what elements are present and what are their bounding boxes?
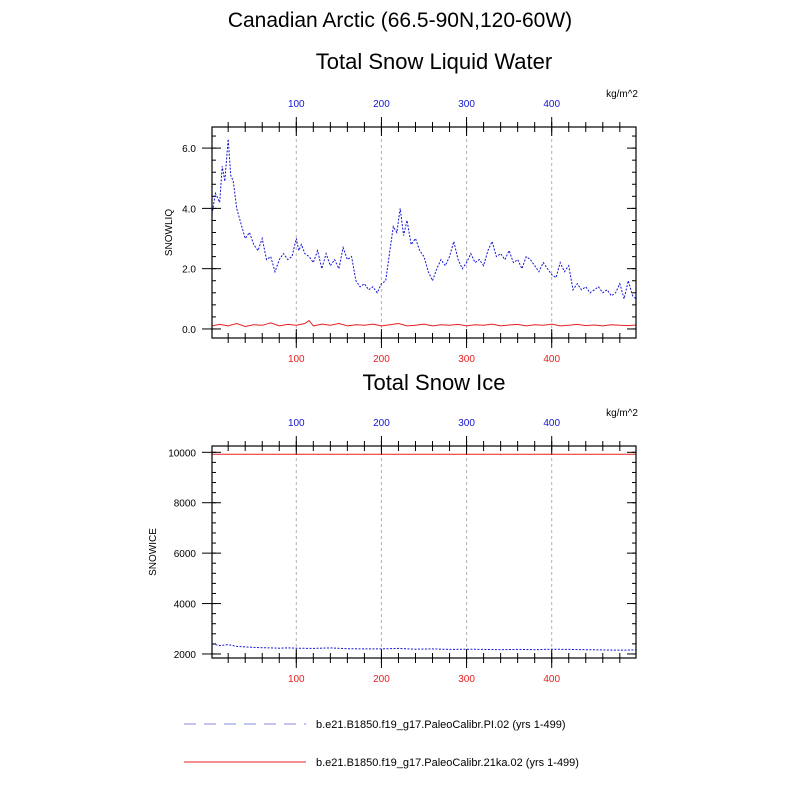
panel2-series-pi-line bbox=[211, 643, 637, 651]
legend-label-pi: b.e21.B1850.f19_g17.PaleoCalibr.PI.02 (y… bbox=[316, 719, 566, 731]
panel1-x-tick-label-top: 100 bbox=[288, 99, 305, 110]
panel2-plot-frame bbox=[211, 445, 637, 659]
panel1-y-tick-label: 4.0 bbox=[182, 204, 196, 215]
panel2-title: Total Snow Ice bbox=[362, 370, 505, 395]
panel2-x-tick-label-top: 100 bbox=[288, 418, 305, 429]
panel1-title: Total Snow Liquid Water bbox=[316, 49, 552, 74]
panel2-x-tick-label-bottom: 200 bbox=[373, 674, 390, 685]
panel2-x-tick-label-top: 300 bbox=[458, 418, 475, 429]
panel1-units-label: kg/m^2 bbox=[606, 89, 638, 100]
panel2-y-axis-label: SNOWICE bbox=[148, 528, 159, 576]
panel1-y-tick-label: 0.0 bbox=[182, 325, 196, 336]
panel1-series-21ka-line bbox=[211, 319, 637, 328]
panel2-x-tick-label-bottom: 300 bbox=[458, 674, 475, 685]
page-title: Canadian Arctic (66.5-90N,120-60W) bbox=[227, 9, 573, 32]
panel2-y-tick-label: 10000 bbox=[168, 448, 196, 459]
panel2-x-tick-label-top: 400 bbox=[543, 418, 560, 429]
panel2-x-tick-label-bottom: 400 bbox=[543, 674, 560, 685]
panel1-x-tick-label-bottom: 300 bbox=[458, 354, 475, 365]
panel1-x-tick-label-bottom: 100 bbox=[288, 354, 305, 365]
panel2-x-tick-label-bottom: 100 bbox=[288, 674, 305, 685]
legend-label-21ka: b.e21.B1850.f19_g17.PaleoCalibr.21ka.02 … bbox=[316, 757, 579, 769]
panel2-units-label: kg/m^2 bbox=[606, 408, 638, 419]
panel1-y-axis-label: SNOWLIQ bbox=[164, 209, 175, 256]
panel1-x-tick-label-top: 400 bbox=[543, 99, 560, 110]
panel2-y-tick-label: 8000 bbox=[174, 499, 197, 510]
panel2-y-tick-label: 4000 bbox=[174, 600, 197, 611]
panel1-y-tick-label: 2.0 bbox=[182, 265, 196, 276]
panel1-series-pi-line bbox=[211, 139, 637, 301]
panel2-y-tick-label: 2000 bbox=[174, 650, 197, 661]
panel1-x-tick-label-bottom: 200 bbox=[373, 354, 390, 365]
panel1-plot-frame bbox=[211, 126, 637, 339]
panel2-y-tick-label: 6000 bbox=[174, 549, 197, 560]
panel1-x-tick-label-top: 200 bbox=[373, 99, 390, 110]
panel1-x-tick-label-top: 300 bbox=[458, 99, 475, 110]
panel1-x-tick-label-bottom: 400 bbox=[543, 354, 560, 365]
panel1-y-tick-label: 6.0 bbox=[182, 144, 196, 155]
panel2-x-tick-label-top: 200 bbox=[373, 418, 390, 429]
